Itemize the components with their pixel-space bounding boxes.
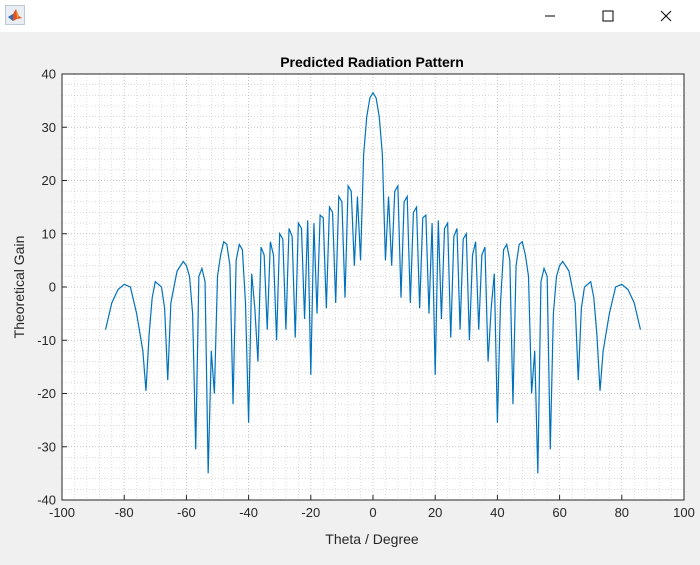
- matlab-logo-icon: [5, 5, 25, 25]
- window-titlebar: [0, 0, 700, 32]
- y-tick-label: -40: [37, 493, 56, 508]
- y-tick-label: -10: [37, 333, 56, 348]
- gain-series-line: [104, 91, 642, 474]
- x-tick-label: -20: [301, 505, 320, 520]
- minimize-icon: [545, 15, 555, 17]
- x-tick-label: 100: [673, 505, 695, 520]
- y-tick-label: 40: [42, 67, 56, 82]
- x-tick-label: 60: [552, 505, 566, 520]
- maximize-icon: [602, 10, 614, 22]
- x-tick-label: -40: [239, 505, 258, 520]
- close-icon: [660, 10, 672, 22]
- radiation-pattern-chart: -100 -80 -60 -40 -20 0 20 40 60 80 100 -40-30-20-1…: [11, 54, 695, 547]
- y-tick-label: -20: [37, 386, 56, 401]
- y-axis-ticks: -40 -30 -20 -10 0 10 20 30 40: [37, 67, 67, 508]
- y-tick-label: 20: [42, 173, 56, 188]
- x-axis-ticks: -100 -80 -60 -40 -20 0 20 40 60 80 100: [49, 495, 695, 520]
- y-tick-label: 0: [49, 280, 56, 295]
- maximize-button[interactable]: [585, 0, 631, 32]
- x-tick-label: -100: [49, 505, 75, 520]
- x-tick-label: -60: [177, 505, 196, 520]
- x-axis-label: Theta / Degree: [325, 531, 419, 547]
- close-button[interactable]: [643, 0, 689, 32]
- chart-title: Predicted Radiation Pattern: [280, 54, 464, 70]
- x-tick-label: 80: [615, 505, 629, 520]
- x-tick-label: 20: [428, 505, 442, 520]
- figure-area: -100 -80 -60 -40 -20 0 20 40 60 80 100 -40 -30 -20 -1…: [0, 32, 700, 560]
- y-tick-label: 10: [42, 226, 56, 241]
- minimize-button[interactable]: [527, 0, 573, 32]
- x-tick-label: 0: [369, 505, 376, 520]
- x-tick-label: 40: [490, 505, 504, 520]
- y-tick-label: 30: [42, 120, 56, 135]
- x-tick-label: -80: [115, 505, 134, 520]
- y-axis-label: Theoretical Gain: [11, 236, 27, 339]
- y-tick-label: -30: [37, 439, 56, 454]
